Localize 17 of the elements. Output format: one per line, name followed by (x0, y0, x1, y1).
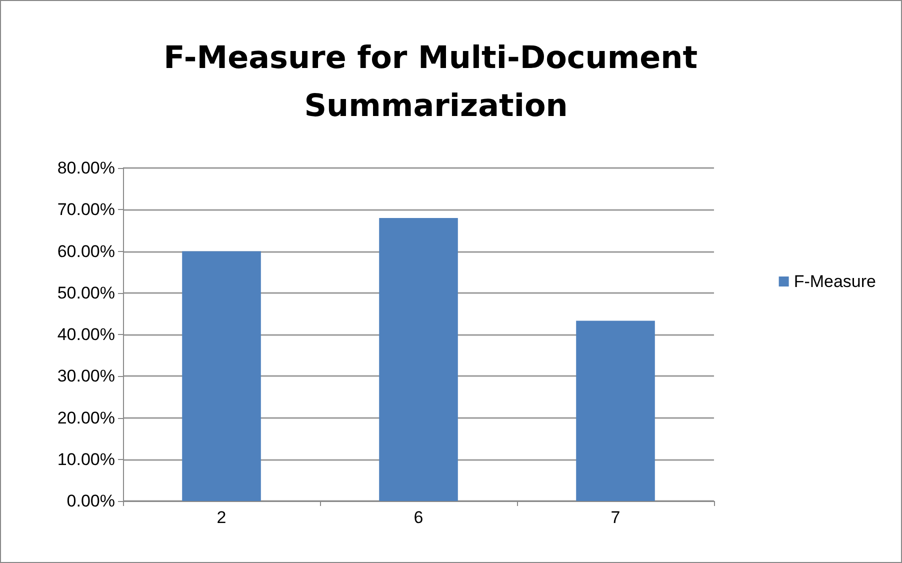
bar (379, 218, 458, 501)
y-tick-label: 80.00% (57, 158, 115, 178)
y-tick-label: 50.00% (57, 283, 115, 302)
y-tick-label: 60.00% (57, 242, 115, 261)
y-tick-label: 10.00% (57, 450, 115, 469)
y-tick-label: 40.00% (57, 325, 115, 344)
chart-title: F-Measure for Multi-Document Summarization (164, 40, 708, 124)
y-tick-label: 0.00% (66, 492, 115, 510)
y-tick-label: 20.00% (57, 408, 115, 428)
y-tick-label: 30.00% (57, 366, 115, 386)
y-tick-label: 70.00% (57, 200, 115, 220)
x-tick-label: 6 (414, 508, 424, 527)
bar (576, 320, 655, 501)
x-tick-label: 7 (610, 508, 620, 527)
legend-label: F-Measure (794, 272, 876, 291)
x-tick-label: 2 (216, 508, 226, 527)
bar (182, 251, 261, 501)
